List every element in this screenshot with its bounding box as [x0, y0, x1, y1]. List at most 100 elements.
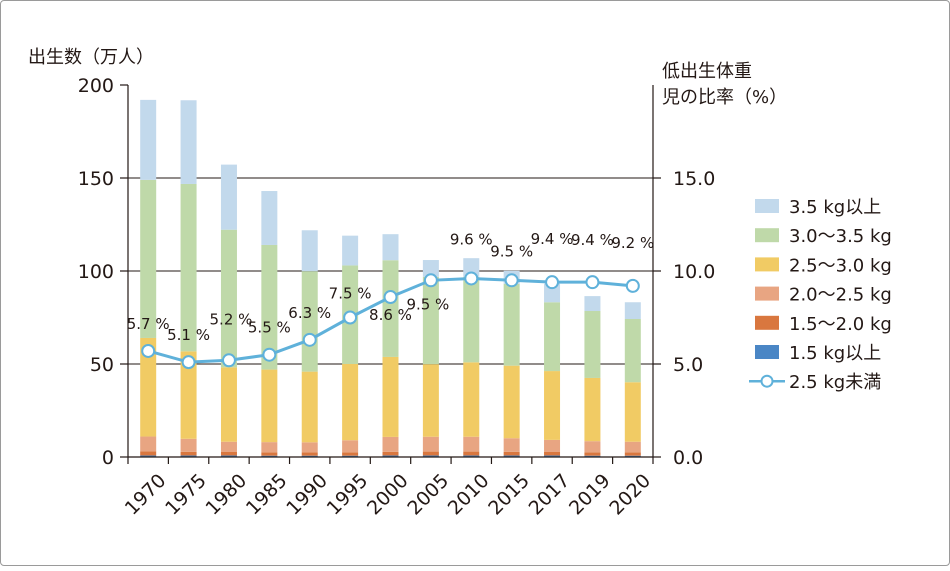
bar-segment — [544, 283, 561, 303]
line-point — [545, 275, 560, 290]
x-tick-label: 1980 — [201, 470, 251, 520]
bar-segment — [624, 302, 641, 319]
legend-label: 2.5～3.0 kg — [789, 255, 892, 276]
left-axis-title: 出生数（万人） — [28, 47, 154, 68]
bar-segment — [463, 455, 480, 457]
x-tick-label: 2020 — [605, 470, 655, 520]
bar-segment — [180, 183, 197, 352]
x-tick-label: 1985 — [242, 470, 292, 520]
line-point — [585, 275, 600, 290]
line-data-label: 9.5 % — [406, 295, 449, 313]
right-tick-label: 10.0 — [673, 261, 715, 283]
line-data-label: 9.4 % — [571, 231, 614, 249]
bar-segment — [301, 442, 318, 453]
x-tick-label: 2015 — [484, 470, 534, 520]
bar-segment — [382, 260, 399, 357]
line-point — [343, 310, 358, 325]
legend-swatch — [755, 345, 779, 359]
bar-segment — [220, 455, 237, 457]
line-point — [181, 355, 196, 370]
bar-segment — [140, 337, 157, 437]
bar-segment — [503, 455, 520, 457]
legend-swatch — [755, 257, 779, 272]
bar-segment — [342, 235, 359, 266]
bar-segment — [342, 440, 359, 453]
bar-segment — [220, 441, 237, 452]
bar-segment — [624, 452, 641, 456]
legend-label: 1.5～2.0 kg — [789, 314, 892, 335]
bar-segment — [140, 99, 157, 180]
bar-segment — [382, 436, 399, 452]
line-data-label: 5.1 % — [167, 326, 210, 344]
legend-label: 2.0～2.5 kg — [789, 285, 892, 306]
line-point — [141, 343, 156, 358]
bar-segment — [261, 455, 278, 457]
line-point — [302, 332, 317, 347]
bar-segment — [382, 356, 399, 437]
bar-segment — [382, 455, 399, 457]
bar-segment — [584, 377, 601, 442]
x-tick-label: 1975 — [161, 470, 211, 520]
bar-segment — [342, 452, 359, 456]
bar-segment — [382, 234, 399, 261]
bar-segment — [301, 371, 318, 443]
line-point — [504, 273, 519, 288]
bar-segment — [503, 438, 520, 452]
bar-segment — [140, 455, 157, 457]
bar-segment — [544, 439, 561, 452]
bar-segment — [261, 191, 278, 245]
legend-swatch — [755, 228, 779, 243]
bar-segment — [584, 310, 601, 378]
bar-segment — [220, 367, 237, 442]
bar-segment — [261, 369, 278, 443]
legend-swatch — [755, 199, 779, 213]
bar-segment — [140, 436, 157, 452]
line-point — [625, 278, 640, 293]
bar-segment — [584, 441, 601, 453]
left-tick-label: 200 — [78, 75, 114, 97]
bar-segment — [503, 283, 520, 366]
line-data-label: 9.4 % — [531, 230, 574, 248]
bar-segment — [422, 436, 439, 452]
bar-segment — [220, 229, 237, 368]
line-data-label: 7.5 % — [329, 285, 372, 303]
bar-segment — [180, 100, 197, 184]
bar-segment — [584, 296, 601, 311]
bar-segment — [342, 455, 359, 457]
bar-segment — [584, 455, 601, 457]
x-tick-label: 2010 — [444, 470, 494, 520]
legend-label: 3.0～3.5 kg — [789, 226, 892, 247]
legend-swatch — [755, 286, 779, 301]
line-point — [464, 271, 479, 286]
line-point — [383, 290, 398, 305]
bar-segment — [624, 441, 641, 453]
legend-label: 3.5 kg以上 — [789, 197, 881, 218]
bar-segment — [140, 179, 157, 338]
right-axis-title-line1: 低出生体重 — [662, 61, 752, 82]
left-tick-label: 50 — [90, 354, 114, 376]
line-data-label: 8.6 % — [369, 306, 412, 324]
bar-segment — [503, 365, 520, 439]
bar-segment — [422, 364, 439, 437]
bar-segment — [544, 451, 561, 456]
line-point — [221, 353, 236, 368]
bar-segment — [624, 382, 641, 442]
bar-segment — [463, 451, 480, 456]
bar-segment — [463, 276, 480, 363]
bar-segment — [180, 451, 197, 456]
x-tick-label: 1970 — [121, 470, 171, 520]
bar-segment — [140, 451, 157, 456]
bar-segment — [261, 442, 278, 453]
bar-segment — [261, 452, 278, 456]
right-tick-label: 15.0 — [673, 168, 715, 190]
bar-segment — [342, 364, 359, 441]
line-data-label: 5.2 % — [210, 310, 253, 328]
bar-segment — [180, 351, 197, 439]
bar-segment — [180, 455, 197, 457]
bar-segment — [220, 451, 237, 456]
line-data-label: 5.5 % — [248, 319, 291, 337]
x-tick-label: 1995 — [323, 470, 373, 520]
bar-segment — [463, 436, 480, 452]
